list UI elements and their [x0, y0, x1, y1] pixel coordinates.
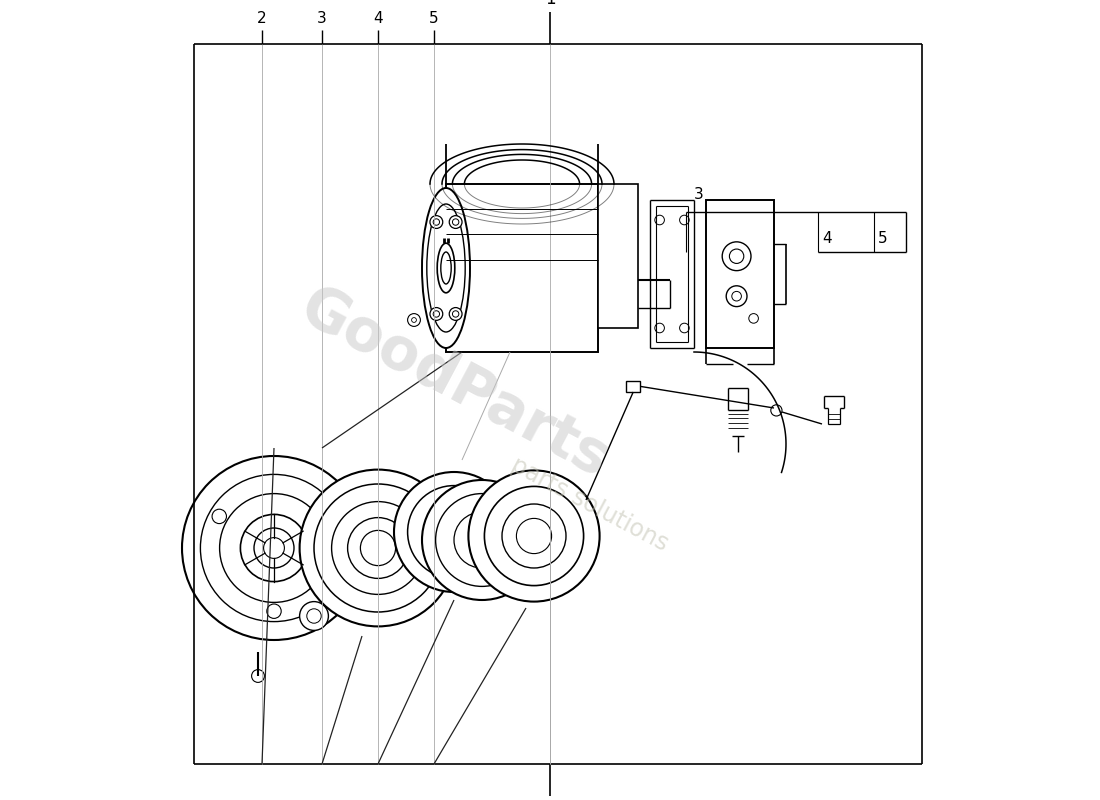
Circle shape — [680, 323, 690, 333]
Circle shape — [361, 530, 396, 566]
Circle shape — [654, 215, 664, 225]
Circle shape — [433, 310, 440, 317]
Text: GoodParts: GoodParts — [289, 278, 618, 490]
Circle shape — [411, 318, 417, 322]
Circle shape — [449, 307, 462, 320]
Text: 1: 1 — [544, 0, 556, 8]
Circle shape — [220, 494, 329, 602]
Circle shape — [452, 219, 459, 226]
Circle shape — [726, 286, 747, 306]
Circle shape — [394, 472, 514, 592]
Circle shape — [732, 291, 741, 301]
Ellipse shape — [422, 188, 470, 348]
Circle shape — [433, 219, 440, 226]
Bar — [446, 184, 598, 352]
Bar — [706, 200, 774, 348]
Circle shape — [452, 310, 459, 317]
Circle shape — [422, 480, 542, 600]
Circle shape — [307, 609, 321, 623]
Circle shape — [430, 216, 443, 229]
Ellipse shape — [427, 204, 465, 332]
Circle shape — [771, 405, 782, 416]
Text: 3: 3 — [694, 187, 704, 202]
Circle shape — [331, 502, 425, 594]
Circle shape — [299, 602, 329, 630]
Text: 3: 3 — [317, 11, 327, 26]
Circle shape — [408, 314, 420, 326]
Circle shape — [723, 242, 751, 270]
Bar — [626, 381, 640, 392]
Circle shape — [502, 504, 566, 568]
Circle shape — [212, 510, 227, 524]
Circle shape — [484, 486, 584, 586]
Circle shape — [241, 514, 308, 582]
Circle shape — [430, 307, 443, 320]
Circle shape — [314, 484, 442, 612]
Circle shape — [469, 470, 600, 602]
Circle shape — [449, 216, 462, 229]
Circle shape — [299, 470, 456, 626]
Circle shape — [254, 528, 294, 568]
Circle shape — [267, 604, 282, 618]
Circle shape — [321, 510, 336, 524]
Circle shape — [654, 323, 664, 333]
Text: 4: 4 — [822, 230, 832, 246]
Bar — [598, 184, 638, 328]
Circle shape — [200, 474, 348, 622]
Circle shape — [438, 516, 470, 548]
Text: 4: 4 — [373, 11, 383, 26]
Ellipse shape — [437, 243, 454, 293]
Circle shape — [680, 215, 690, 225]
Circle shape — [252, 670, 264, 682]
Circle shape — [408, 486, 501, 578]
Text: 5: 5 — [878, 230, 888, 246]
Text: parts solutions: parts solutions — [507, 453, 673, 555]
Circle shape — [749, 314, 758, 323]
Text: 5: 5 — [429, 11, 439, 26]
Circle shape — [454, 512, 510, 568]
Circle shape — [516, 518, 551, 554]
Ellipse shape — [441, 252, 451, 284]
Circle shape — [264, 538, 285, 558]
Circle shape — [436, 494, 528, 586]
Circle shape — [729, 249, 744, 263]
Circle shape — [424, 502, 484, 562]
Text: 2: 2 — [257, 11, 267, 26]
Circle shape — [182, 456, 366, 640]
Circle shape — [348, 518, 408, 578]
